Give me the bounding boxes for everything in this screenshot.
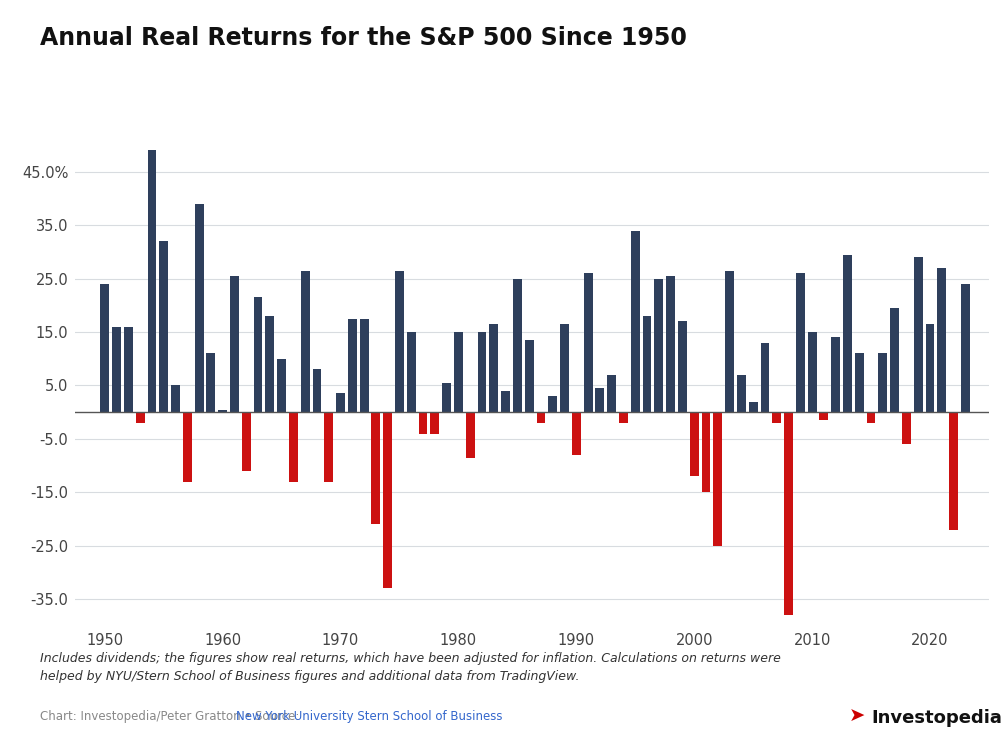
Bar — [619, 412, 627, 423]
Bar — [913, 257, 922, 412]
Text: New York University Stern School of Business: New York University Stern School of Busi… — [236, 710, 502, 723]
Bar — [254, 297, 262, 412]
Text: Annual Real Returns for the S&P 500 Since 1950: Annual Real Returns for the S&P 500 Sinc… — [40, 26, 686, 51]
Bar — [724, 271, 733, 412]
Bar — [748, 401, 757, 412]
Bar — [383, 412, 392, 588]
Bar — [230, 276, 239, 412]
Bar — [430, 412, 439, 434]
Bar — [759, 343, 768, 412]
Bar — [112, 326, 120, 412]
Bar — [654, 279, 663, 412]
Bar — [783, 412, 792, 615]
Text: Includes dividends; the figures show real returns, which have been adjusted for : Includes dividends; the figures show rea… — [40, 652, 780, 683]
Bar — [548, 396, 557, 412]
Bar — [771, 412, 780, 423]
Bar — [866, 412, 875, 423]
Bar — [948, 412, 957, 529]
Bar — [536, 412, 545, 423]
Bar — [630, 231, 639, 412]
Bar — [277, 359, 286, 412]
Bar — [607, 375, 616, 412]
Bar — [453, 332, 462, 412]
Bar — [595, 388, 604, 412]
Bar — [500, 391, 510, 412]
Bar — [937, 268, 945, 412]
Bar — [207, 354, 215, 412]
Bar — [843, 255, 851, 412]
Text: ➤: ➤ — [848, 707, 864, 726]
Bar — [830, 338, 840, 412]
Bar — [854, 354, 863, 412]
Bar — [713, 412, 721, 546]
Bar — [488, 324, 497, 412]
Bar — [666, 276, 674, 412]
Bar — [195, 204, 204, 412]
Bar — [265, 316, 274, 412]
Bar — [818, 412, 827, 420]
Bar — [960, 284, 969, 412]
Bar — [901, 412, 910, 444]
Bar — [289, 412, 298, 482]
Bar — [477, 332, 485, 412]
Bar — [312, 369, 321, 412]
Bar — [100, 284, 109, 412]
Bar — [336, 394, 345, 412]
Bar — [689, 412, 698, 477]
Bar — [465, 412, 474, 458]
Bar — [806, 332, 815, 412]
Text: Chart: Investopedia/Peter Gratton • Source:: Chart: Investopedia/Peter Gratton • Sour… — [40, 710, 303, 723]
Bar — [572, 412, 580, 455]
Bar — [677, 321, 686, 412]
Bar — [147, 151, 156, 412]
Bar — [418, 412, 427, 434]
Bar — [525, 340, 533, 412]
Bar — [183, 412, 192, 482]
Bar — [642, 316, 651, 412]
Bar — [159, 241, 168, 412]
Bar — [359, 319, 368, 412]
Bar — [242, 412, 251, 471]
Bar — [406, 332, 415, 412]
Bar — [301, 271, 309, 412]
Text: Investopedia: Investopedia — [871, 709, 1001, 727]
Bar — [878, 354, 887, 412]
Bar — [736, 375, 745, 412]
Bar — [560, 324, 569, 412]
Bar — [171, 385, 180, 412]
Bar — [135, 412, 144, 423]
Bar — [394, 271, 403, 412]
Bar — [218, 409, 227, 412]
Bar — [701, 412, 710, 492]
Bar — [371, 412, 380, 524]
Bar — [441, 383, 450, 412]
Bar — [348, 319, 356, 412]
Bar — [890, 308, 898, 412]
Bar — [324, 412, 333, 482]
Bar — [795, 274, 804, 412]
Bar — [513, 279, 522, 412]
Bar — [925, 324, 934, 412]
Bar — [583, 274, 592, 412]
Bar — [123, 326, 132, 412]
